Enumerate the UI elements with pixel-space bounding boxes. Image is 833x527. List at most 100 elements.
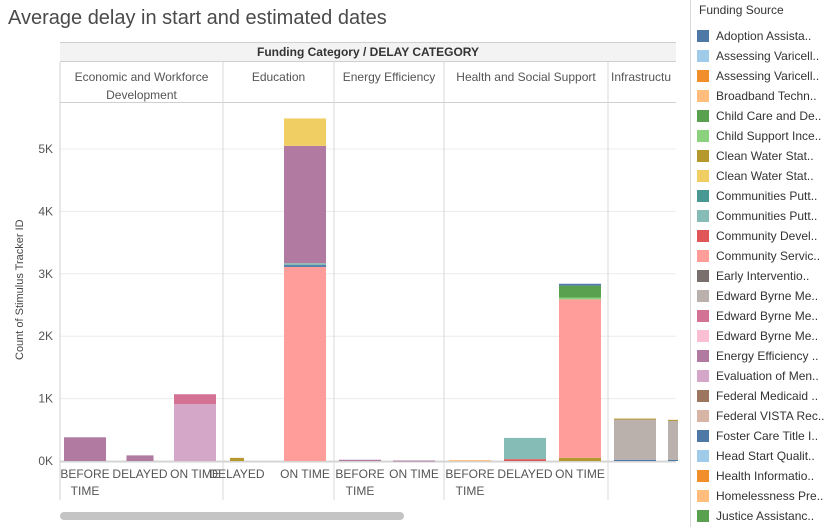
legend-item[interactable]: Edward Byrne Me..	[697, 286, 833, 306]
legend-item[interactable]: Child Care and De..	[697, 106, 833, 126]
bar-segment	[668, 419, 678, 421]
legend-swatch	[697, 90, 709, 102]
legend-swatch	[697, 430, 709, 442]
category-header-energy: Energy Efficiency	[342, 70, 436, 84]
bar-segment	[126, 455, 154, 461]
legend-panel: Funding Source Adoption Assista.. Assessi…	[690, 0, 833, 527]
bar-segment	[559, 299, 601, 458]
legend-swatch	[697, 470, 709, 482]
bar-segment	[559, 297, 601, 300]
x-tick-label: BEFORE TIME	[335, 467, 384, 498]
category-header-infrastructure: Infrastructu	[611, 70, 672, 84]
bar-segment	[614, 418, 656, 420]
bar-segment	[64, 437, 106, 461]
x-tick-label: ON TIME	[389, 467, 439, 481]
bar-segment	[284, 266, 326, 461]
legend-swatch	[697, 370, 709, 382]
legend-swatch	[697, 50, 709, 62]
legend-item[interactable]: Homelessness Pre..	[697, 486, 833, 506]
legend-item[interactable]: Clean Water Stat..	[697, 166, 833, 186]
bar-segment	[284, 263, 326, 266]
legend-label: Early Interventio..	[716, 269, 810, 283]
legend-label: Foster Care Title I..	[716, 429, 819, 443]
legend-swatch	[697, 250, 709, 262]
bar-segment	[339, 459, 381, 461]
legend-item[interactable]: Child Support Ince..	[697, 126, 833, 146]
legend-swatch	[697, 390, 709, 402]
legend-label: Child Care and De..	[716, 109, 822, 123]
legend-item[interactable]: Head Start Qualit..	[697, 446, 833, 466]
legend-item[interactable]: Community Devel..	[697, 226, 833, 246]
bar-segment	[449, 460, 491, 462]
legend-label: Justice Assistanc..	[716, 509, 815, 523]
legend-label: Head Start Qualit..	[716, 449, 815, 463]
bar-segment	[504, 459, 546, 461]
legend-label: Community Devel..	[716, 229, 818, 243]
legend-item[interactable]: Community Servic..	[697, 246, 833, 266]
legend-item[interactable]: Edward Byrne Me..	[697, 306, 833, 326]
legend-item[interactable]: Assessing Varicell..	[697, 46, 833, 66]
legend-swatch	[697, 330, 709, 342]
x-tick-label: BEFORE TIME	[445, 467, 494, 498]
x-tick-label: ON TIME	[170, 467, 220, 481]
bar-segment	[284, 145, 326, 264]
legend-item[interactable]: Evaluation of Men..	[697, 366, 833, 386]
y-tick-label: 1K	[38, 392, 53, 406]
x-tick-label: DELAYED	[209, 467, 264, 481]
legend-label: Federal VISTA Rec..	[716, 409, 825, 423]
bar-segment	[504, 437, 546, 460]
legend-item[interactable]: Energy Efficiency ..	[697, 346, 833, 366]
legend-swatch	[697, 130, 709, 142]
legend-label: Clean Water Stat..	[716, 149, 814, 163]
bar-segment	[614, 419, 656, 460]
legend-label: Assessing Varicell..	[716, 69, 820, 83]
legend-item[interactable]: Assessing Varicell..	[697, 66, 833, 86]
legend-swatch	[697, 350, 709, 362]
legend-item[interactable]: Early Interventio..	[697, 266, 833, 286]
scrollbar-thumb[interactable]	[60, 512, 404, 520]
legend-label: Edward Byrne Me..	[716, 289, 819, 303]
legend-label: Clean Water Stat..	[716, 169, 814, 183]
legend-list: Adoption Assista.. Assessing Varicell.. As…	[697, 26, 833, 526]
bar-segment	[559, 457, 601, 461]
bar-segment	[614, 459, 656, 461]
legend-swatch	[697, 170, 709, 182]
legend-item[interactable]: Health Informatio..	[697, 466, 833, 486]
legend-item[interactable]: Federal VISTA Rec..	[697, 406, 833, 426]
legend-swatch	[697, 70, 709, 82]
y-tick-label: 4K	[38, 204, 53, 218]
legend-item[interactable]: Edward Byrne Me..	[697, 326, 833, 346]
bar-segment	[559, 285, 601, 298]
legend-item[interactable]: Foster Care Title I..	[697, 426, 833, 446]
legend-item[interactable]: Federal Medicaid ..	[697, 386, 833, 406]
legend-label: Edward Byrne Me..	[716, 309, 819, 323]
legend-item[interactable]: Justice Assistanc..	[697, 506, 833, 526]
legend-label: Assessing Varicell..	[716, 49, 820, 63]
legend-label: Communities Putt..	[716, 189, 818, 203]
column-header: Funding Category / DELAY CATEGORY	[60, 42, 676, 62]
legend-item[interactable]: Clean Water Stat..	[697, 146, 833, 166]
legend-item[interactable]: Communities Putt..	[697, 186, 833, 206]
category-header-education: Education	[251, 70, 306, 84]
bar-segment	[174, 404, 216, 461]
x-tick-label: ON TIME	[555, 467, 605, 481]
legend-item[interactable]: Adoption Assista..	[697, 26, 833, 46]
legend-swatch	[697, 190, 709, 202]
bar-segment	[284, 118, 326, 146]
y-tick-label: 0K	[38, 454, 53, 468]
legend-item[interactable]: Broadband Techn..	[697, 86, 833, 106]
x-tick-label: DELAYED	[497, 467, 552, 481]
y-tick-label: 2K	[38, 329, 53, 343]
y-tick-label: 3K	[38, 267, 53, 281]
y-tick-label: 5K	[38, 142, 53, 156]
bar-segment	[174, 394, 216, 405]
bar-segment	[230, 457, 244, 461]
x-tick-label: DELAYED	[112, 467, 167, 481]
legend-label: Communities Putt..	[716, 209, 818, 223]
category-header-economic: Economic and Workforce Development	[74, 70, 209, 102]
legend-swatch	[697, 210, 709, 222]
legend-label: Federal Medicaid ..	[716, 389, 819, 403]
legend-item[interactable]: Communities Putt..	[697, 206, 833, 226]
legend-swatch	[697, 450, 709, 462]
